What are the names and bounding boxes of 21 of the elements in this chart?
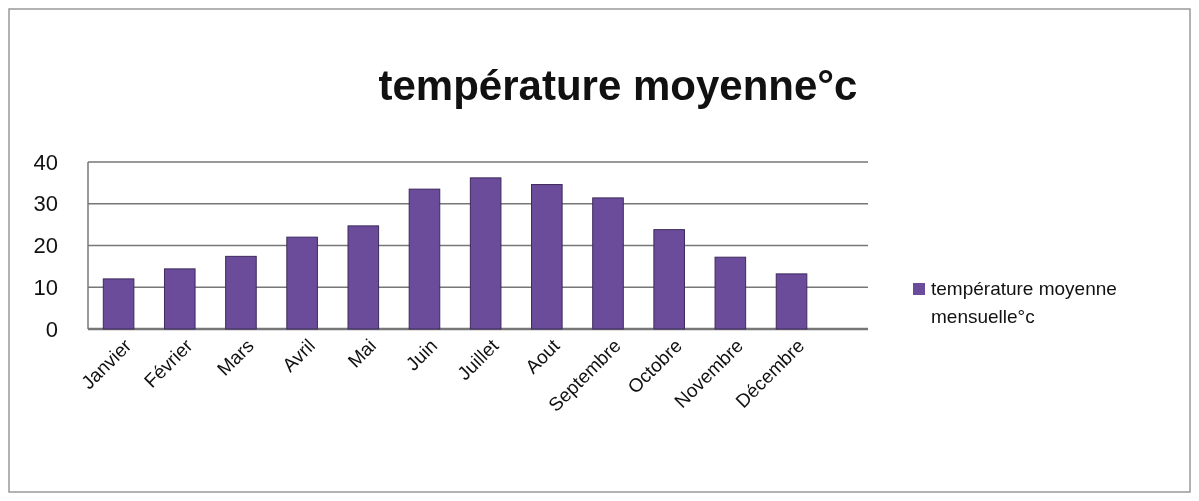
- bar: [592, 197, 624, 330]
- x-tick-label: Mai: [343, 334, 381, 372]
- y-tick-label: 10: [33, 274, 58, 300]
- bar: [163, 268, 196, 330]
- y-tick-label: 0: [45, 316, 58, 342]
- bar: [653, 229, 685, 330]
- x-tick-label: Juin: [401, 334, 442, 375]
- bar: [714, 256, 747, 330]
- bar: [531, 184, 563, 330]
- chart-title: température moyenne°c: [378, 62, 858, 109]
- y-tick-label: 20: [33, 233, 58, 259]
- bar: [102, 278, 135, 330]
- bar: [408, 188, 441, 330]
- bar: [775, 273, 808, 330]
- bar: [286, 236, 318, 330]
- bar: [225, 255, 257, 330]
- legend-label: température moyenne mensuelle°c: [931, 278, 1117, 327]
- bar: [347, 225, 380, 330]
- y-tick-label: 40: [33, 149, 58, 175]
- bar: [469, 177, 502, 330]
- y-tick-label: 30: [33, 191, 58, 217]
